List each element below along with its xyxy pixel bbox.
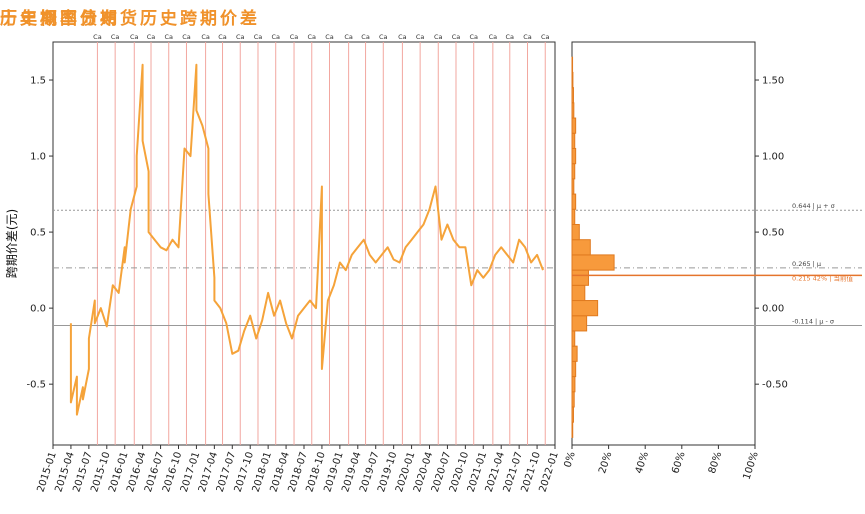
roll-marker-label: Ca (147, 33, 156, 41)
hist-x-tick-label: 100% (742, 451, 761, 482)
roll-marker-label: Ca (236, 33, 245, 41)
roll-marker-label: Ca (164, 33, 173, 41)
y-tick-label: 1.5 (30, 76, 46, 87)
histogram-annotation-label: 0.215 42% | 当前值 (792, 273, 853, 282)
roll-marker-label: Ca (541, 33, 550, 41)
roll-marker-label: Ca (130, 33, 139, 41)
histogram-bar (571, 376, 576, 393)
y-tick-label: 0.5 (30, 228, 46, 239)
y-tick-label: -0.5 (26, 380, 46, 391)
histogram-annotation-label: 0.265 | μ (792, 260, 821, 268)
histogram-bar (571, 391, 575, 408)
histogram-bar (571, 284, 586, 302)
roll-marker-label: Ca (379, 33, 388, 41)
histogram-bar (571, 178, 575, 195)
hist-x-tick-label: 0% (562, 451, 577, 469)
hist-x-tick-label: 40% (634, 451, 651, 476)
histogram-bar (571, 117, 577, 134)
roll-marker-label: Ca (93, 33, 102, 41)
histogram-bar (571, 269, 589, 286)
hist-x-tick-label: 60% (670, 451, 687, 476)
y-tick-label: 0.0 (30, 304, 46, 315)
right-y-tick-label: -0.50 (762, 380, 788, 391)
roll-marker-label: Ca (344, 33, 353, 41)
roll-marker-label: Ca (271, 33, 280, 41)
histogram-bar (571, 254, 615, 271)
roll-marker-label: Ca (416, 33, 425, 41)
histogram-bar (571, 193, 577, 210)
roll-marker-label: Ca (489, 33, 498, 41)
histogram-bar (571, 360, 577, 378)
roll-marker-label: Ca (254, 33, 263, 41)
roll-marker-label: Ca (182, 33, 191, 41)
roll-marker-label: Ca (361, 33, 370, 41)
right-y-tick-label: 0.00 (762, 304, 784, 315)
histogram-bar (571, 56, 574, 73)
right-y-tick-label: 1.50 (762, 76, 784, 87)
right-y-tick-label: 1.00 (762, 152, 784, 163)
roll-marker-label: Ca (308, 33, 317, 41)
histogram-bar (571, 71, 574, 89)
y-axis-label: 跨期价差(元) (5, 209, 19, 278)
main-plot-frame (52, 41, 556, 446)
histogram-title: 历史概率分布 (0, 9, 120, 29)
histogram-bar (571, 132, 576, 149)
histogram-bar (571, 406, 574, 423)
hist-x-tick-label: 20% (597, 451, 614, 476)
histogram-bar (571, 87, 574, 104)
histogram-annotation-label: -0.114 | μ - σ (792, 317, 834, 325)
roll-marker-label: Ca (201, 33, 210, 41)
main-chart-title: 十年期国债期货历史跨期价差 (0, 9, 260, 29)
histogram-bar (571, 223, 580, 241)
histogram-annotation-label: 0.644 | μ + σ (792, 202, 835, 210)
right-y-tick-label: 0.50 (762, 228, 784, 239)
roll-marker-label: Ca (434, 33, 443, 41)
histogram-bar (571, 300, 599, 317)
histogram-bar (571, 330, 576, 347)
histogram-bar (571, 421, 574, 438)
roll-marker-label: Ca (469, 33, 478, 41)
spread-series-line (69, 63, 544, 416)
roll-marker-label: Ca (398, 33, 407, 41)
roll-marker-label: Ca (506, 33, 515, 41)
y-tick-label: 1.0 (30, 152, 46, 163)
histogram-bar (571, 315, 588, 332)
histogram-bar (571, 102, 575, 119)
histogram-frame (571, 41, 756, 446)
roll-marker-label: Ca (290, 33, 299, 41)
histogram-bar (571, 345, 578, 362)
hist-x-tick-label: 80% (707, 451, 724, 476)
roll-marker-label: Ca (452, 33, 461, 41)
histogram-bar (571, 239, 591, 256)
histogram-bar (571, 208, 576, 225)
roll-marker-label: Ca (523, 33, 532, 41)
histogram-bar (571, 147, 577, 165)
roll-marker-label: Ca (325, 33, 334, 41)
roll-marker-label: Ca (218, 33, 227, 41)
histogram-bar (571, 163, 576, 180)
roll-marker-label: Ca (111, 33, 120, 41)
